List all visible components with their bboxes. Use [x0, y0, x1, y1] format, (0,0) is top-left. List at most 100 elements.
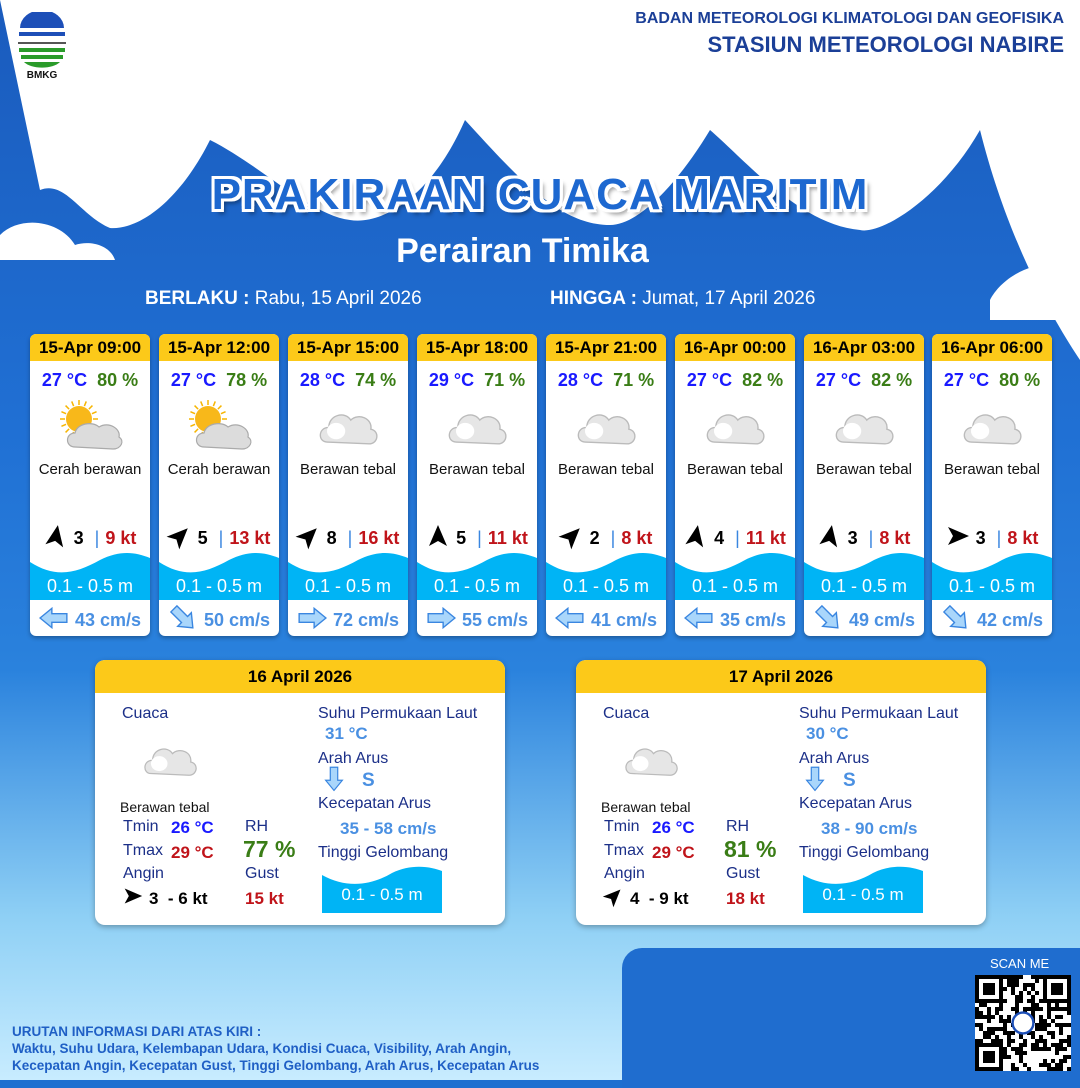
page-title: PRAKIRAAN CUACA MARITIM	[211, 170, 869, 219]
gust-speed: 11 kt	[487, 528, 528, 548]
current-speed: 35 cm/s	[719, 610, 787, 630]
wind-speed: 2	[589, 528, 600, 548]
valid-to-date: Jumat, 17 April 2026	[642, 288, 816, 309]
forecast-time: 15-Apr 12:00	[159, 334, 279, 361]
wind-row: 3 | 9 kt	[30, 524, 150, 553]
divider: |	[991, 528, 1002, 548]
current-row: 42 cm/s	[932, 604, 1052, 635]
cloud-icon	[141, 740, 199, 786]
humidity: 82 %	[742, 370, 784, 390]
gust-speed: 8 kt	[621, 528, 653, 548]
current-direction-icon	[683, 606, 714, 635]
gust-value: 18 kt	[726, 889, 765, 908]
wave-height-value: 0.1 - 0.5 m	[341, 885, 423, 904]
current-direction-icon	[554, 606, 585, 635]
current-speed: 41 cm/s	[590, 610, 658, 630]
page-subtitle: Perairan Timika	[396, 232, 649, 270]
svg-text:BMKG: BMKG	[27, 70, 58, 80]
divider: |	[863, 528, 874, 548]
daily-panel: 16 April 2026 Cuaca Berawan tebal Tmin 2…	[95, 660, 505, 925]
wave-height: 0.1 - 0.5 m	[675, 550, 795, 600]
cloud-icon	[622, 740, 680, 786]
forecast-time: 15-Apr 21:00	[546, 334, 666, 361]
current-speed-label: Kecepatan Arus	[799, 795, 912, 812]
forecast-card: 15-Apr 09:00 27 °C 80 % Cerah berawan 3 …	[30, 334, 150, 636]
wave-height: 0.1 - 0.5 m	[288, 550, 408, 600]
air-temperature: 28 °C	[299, 370, 346, 390]
wave-height-value: 0.1 - 0.5 m	[820, 576, 908, 596]
air-temperature: 27 °C	[170, 370, 217, 390]
forecast-card: 16-Apr 06:00 27 °C 80 % Berawan tebal 3 …	[932, 334, 1052, 636]
wind-speed: 3	[975, 528, 986, 548]
forecast-time: 16-Apr 06:00	[932, 334, 1052, 361]
wave-height: 0.1 - 0.5 m	[803, 865, 923, 913]
footer-heading: URUTAN INFORMASI DARI ATAS KIRI :	[12, 1024, 262, 1039]
tmax-value: 29 °C	[652, 843, 695, 862]
current-speed: 72 cm/s	[332, 610, 400, 630]
wave-height: 0.1 - 0.5 m	[417, 550, 537, 600]
current-direction-icon	[802, 766, 828, 794]
temp-humidity: 28 °C 71 %	[546, 370, 666, 391]
wind-row: 4 | 11 kt	[675, 524, 795, 553]
current-row: 49 cm/s	[804, 604, 924, 635]
current-row: 41 cm/s	[546, 606, 666, 635]
humidity: 80 %	[999, 370, 1041, 390]
wind-speed: 3	[847, 528, 858, 548]
wave-height-value: 0.1 - 0.5 m	[948, 576, 1036, 596]
wind-row: 3 | 8 kt	[804, 524, 924, 553]
wave-height-value: 0.1 - 0.5 m	[562, 576, 650, 596]
daily-panel: 17 April 2026 Cuaca Berawan tebal Tmin 2…	[576, 660, 986, 925]
wave-height-value: 0.1 - 0.5 m	[433, 576, 521, 596]
divider: |	[213, 528, 224, 548]
humidity: 71 %	[613, 370, 655, 390]
qr-code[interactable]	[975, 975, 1071, 1071]
wave-height: 0.1 - 0.5 m	[932, 550, 1052, 600]
station-name: STASIUN METEOROLOGI NABIRE	[707, 32, 1065, 57]
wave-height-value: 0.1 - 0.5 m	[822, 885, 904, 904]
temp-humidity: 27 °C 82 %	[675, 370, 795, 391]
tmin-value: 26 °C	[171, 818, 214, 837]
gust-label: Gust	[726, 865, 760, 882]
air-temperature: 27 °C	[686, 370, 733, 390]
divider: |	[730, 528, 740, 548]
gust-label: Gust	[245, 865, 279, 882]
wave-height-value: 0.1 - 0.5 m	[46, 576, 134, 596]
wind-range: 3 - 6 kt	[123, 886, 208, 911]
wave-height: 0.1 - 0.5 m	[159, 550, 279, 600]
wind-direction-icon	[426, 524, 450, 553]
forecast-card: 15-Apr 21:00 28 °C 71 % Berawan tebal 2 …	[546, 334, 666, 636]
gust-speed: 8 kt	[879, 528, 911, 548]
current-speed: 50 cm/s	[203, 610, 271, 630]
forecast-time: 16-Apr 03:00	[804, 334, 924, 361]
air-temperature: 27 °C	[943, 370, 990, 390]
weather-condition: Berawan tebal	[816, 461, 912, 478]
current-speed: 49 cm/s	[848, 610, 916, 630]
weather-condition: Berawan tebal	[429, 461, 525, 478]
current-speed-value: 38 - 90 cm/s	[821, 819, 918, 838]
current-direction-icon	[297, 606, 327, 635]
current-direction-label: Arah Arus	[799, 750, 870, 767]
tmax-value: 29 °C	[171, 843, 214, 862]
current-row: 55 cm/s	[417, 606, 537, 635]
daily-date: 16 April 2026	[95, 660, 505, 693]
humidity: 71 %	[484, 370, 526, 390]
valid-from-date: Rabu, 15 April 2026	[254, 288, 422, 309]
cloud-border-decoration	[0, 0, 1080, 360]
current-direction-label: Arah Arus	[318, 750, 389, 767]
wind-direction-icon	[44, 524, 68, 553]
wind-speed: 5	[456, 528, 467, 548]
humidity: 78 %	[226, 370, 268, 390]
current-direction-icon	[168, 604, 198, 635]
forecast-time: 15-Apr 18:00	[417, 334, 537, 361]
current-speed: 43 cm/s	[74, 610, 142, 630]
current-speed-label: Kecepatan Arus	[318, 795, 431, 812]
wind-speed: 4	[714, 528, 725, 548]
air-temperature: 27 °C	[815, 370, 862, 390]
wind-speed: 5	[197, 528, 208, 548]
air-temperature: 28 °C	[557, 370, 604, 390]
wind-label: Angin	[123, 865, 164, 882]
forecast-time: 15-Apr 15:00	[288, 334, 408, 361]
scan-me-label: SCAN ME	[990, 956, 1050, 971]
tmin-value: 26 °C	[652, 818, 695, 837]
valid-to-label: HINGGA :	[550, 288, 637, 309]
